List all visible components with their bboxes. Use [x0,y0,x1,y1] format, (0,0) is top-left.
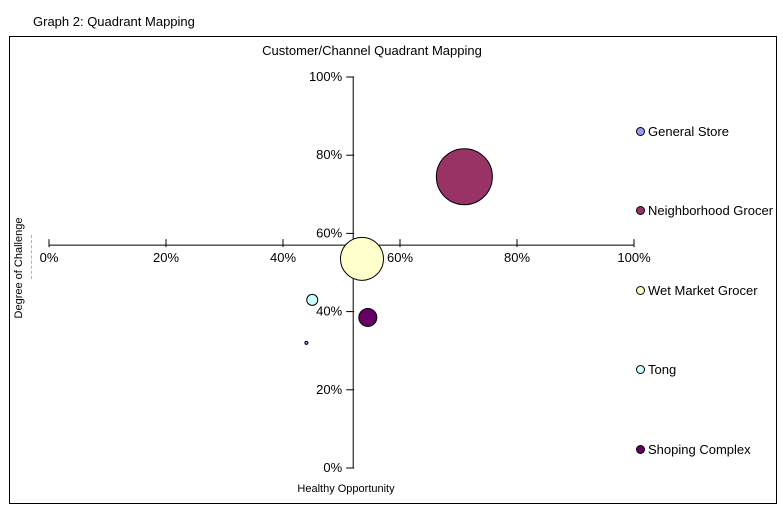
legend-item-wet-market-grocer[interactable]: Wet Market Grocer [636,281,758,299]
bubble-general-store[interactable] [304,340,309,345]
legend-label: Shoping Complex [648,441,751,457]
x-tick-label: 80% [504,250,530,265]
bubble-shoping-complex[interactable] [358,307,378,327]
legend-label: Wet Market Grocer [648,282,758,298]
y-tick-label: 0% [323,460,342,475]
legend-marker-tong [636,365,645,374]
chart-area[interactable]: Customer/Channel Quadrant Mapping Degree… [9,36,777,504]
legend-item-tong[interactable]: Tong [636,361,676,379]
x-tick-label: 40% [270,250,296,265]
y-tick-label: 80% [316,147,342,162]
x-tick-label: 60% [387,250,413,265]
legend-marker-neighborhood-grocer [636,206,645,215]
x-tick-label: 0% [40,250,59,265]
y-tick-label: 20% [316,382,342,397]
x-tick-label: 100% [617,250,651,265]
y-tick-label: 100% [309,69,343,84]
y-tick-label: 60% [316,225,342,240]
legend-label: General Store [648,123,729,139]
legend-label: Tong [648,362,677,377]
legend-item-neighborhood-grocer[interactable]: Neighborhood Grocer [636,202,773,220]
chart-title: Customer/Channel Quadrant Mapping [262,43,482,58]
bubble-tong[interactable] [306,293,319,306]
bubble-neighborhood-grocer[interactable] [435,148,493,206]
legend-marker-wet-market-grocer [636,285,645,295]
graph-caption: Graph 2: Quadrant Mapping [33,14,195,29]
legend-label: Neighborhood Grocer [648,203,774,218]
legend-marker-general-store [636,126,645,136]
x-axis-title: Healthy Opportunity [297,483,395,495]
x-tick-label: 20% [153,250,179,265]
legend-item-general-store[interactable]: General Store [636,122,729,140]
page-break-line [31,235,32,279]
bubble-wet-market-grocer[interactable] [339,236,384,281]
y-tick-label: 40% [316,304,342,319]
legend-item-shoping-complex[interactable]: Shoping Complex [636,440,751,458]
legend-marker-shoping-complex [636,444,645,454]
plot-area: 0% 20% 40% 60% 80% 100% 0% 20% 40% 60% 80% 100% [40,69,651,475]
